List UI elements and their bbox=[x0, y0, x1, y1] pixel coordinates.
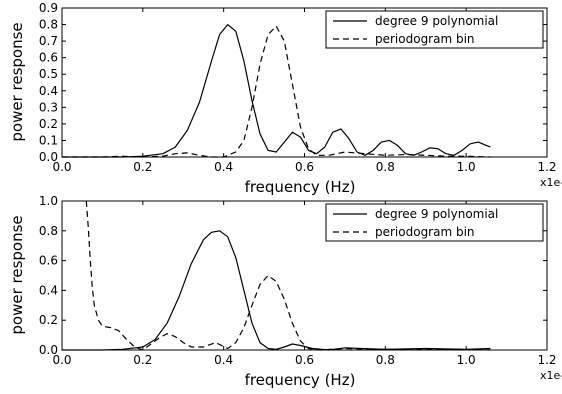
y-axis-label: power response bbox=[8, 215, 26, 334]
x-tick-label: 0.0 bbox=[52, 353, 71, 367]
y-tick-label: 0.0 bbox=[39, 150, 58, 164]
y-tick-label: 1.0 bbox=[39, 194, 58, 208]
x-axis-ticks: 0.0 0.2 0.4 0.6 0.8 1.0 1.2 bbox=[52, 201, 557, 367]
chart-top: 0.0 0.2 0.4 0.6 0.8 1.0 1.2 0.0 0.1 0.2 0.3 0.4 0.5… bbox=[8, 1, 562, 196]
series-line-polynomial bbox=[62, 230, 491, 351]
x-tick-label: 0.8 bbox=[376, 160, 395, 174]
y-tick-label: 0.6 bbox=[39, 254, 58, 268]
x-tick-label: 0.6 bbox=[295, 160, 314, 174]
chart-bottom: 0.0 0.2 0.4 0.6 0.8 1.0 1.2 0.0 0.2 0.4 0.6 0.8 1.0… bbox=[8, 194, 562, 389]
x-tick-label: 1.2 bbox=[537, 353, 556, 367]
x-tick-label: 0.2 bbox=[133, 353, 152, 367]
y-tick-label: 0.4 bbox=[39, 283, 58, 297]
legend-box bbox=[325, 203, 544, 242]
x-tick-label: 0.8 bbox=[376, 353, 395, 367]
y-tick-label: 0.9 bbox=[39, 1, 58, 15]
legend: degree 9 polynomial periodogram bin bbox=[325, 10, 544, 49]
legend-box bbox=[325, 10, 544, 49]
y-tick-label: 0.2 bbox=[39, 117, 58, 131]
y-axis-label: power response bbox=[8, 22, 26, 141]
y-axis-ticks: 0.0 0.2 0.4 0.6 0.8 1.0 bbox=[39, 194, 547, 357]
x-tick-label: 0.4 bbox=[214, 160, 233, 174]
y-tick-label: 0.3 bbox=[39, 100, 58, 114]
y-tick-label: 0.5 bbox=[39, 67, 58, 81]
series-line-periodogram bbox=[85, 200, 491, 351]
x-tick-label: 1.0 bbox=[457, 160, 476, 174]
series-lines bbox=[62, 24, 491, 158]
y-tick-label: 0.2 bbox=[39, 313, 58, 327]
y-tick-label: 0.6 bbox=[39, 51, 58, 65]
y-tick-label: 0.8 bbox=[39, 224, 58, 238]
legend-label-polynomial: degree 9 polynomial bbox=[375, 14, 498, 28]
series-lines bbox=[62, 200, 491, 351]
x-axis-label: frequency (Hz) bbox=[245, 371, 356, 389]
x-tick-label: 0.4 bbox=[214, 353, 233, 367]
x-axis-multiplier: x1e-7 bbox=[540, 369, 562, 382]
y-tick-label: 0.1 bbox=[39, 133, 58, 147]
x-tick-label: 1.0 bbox=[457, 353, 476, 367]
y-tick-label: 0.4 bbox=[39, 84, 58, 98]
x-tick-label: 0.2 bbox=[133, 160, 152, 174]
legend-label-periodogram: periodogram bin bbox=[375, 225, 475, 239]
x-tick-label: 1.2 bbox=[537, 160, 556, 174]
legend-label-periodogram: periodogram bin bbox=[375, 32, 475, 46]
y-tick-label: 0.7 bbox=[39, 34, 58, 48]
x-tick-label: 0.0 bbox=[52, 160, 71, 174]
legend-label-polynomial: degree 9 polynomial bbox=[375, 207, 498, 221]
y-tick-label: 0.8 bbox=[39, 18, 58, 32]
x-axis-label: frequency (Hz) bbox=[245, 178, 356, 196]
x-axis-ticks: 0.0 0.2 0.4 0.6 0.8 1.0 1.2 bbox=[52, 8, 557, 174]
series-line-periodogram bbox=[62, 25, 491, 158]
y-axis-ticks: 0.0 0.1 0.2 0.3 0.4 0.5 0.6 0.7 0.8 0.9 bbox=[39, 1, 547, 164]
x-axis-multiplier: x1e-7 bbox=[540, 176, 562, 189]
y-tick-label: 0.0 bbox=[39, 343, 58, 357]
legend: degree 9 polynomial periodogram bin bbox=[325, 203, 544, 242]
x-tick-label: 0.6 bbox=[295, 353, 314, 367]
series-line-polynomial bbox=[62, 24, 491, 158]
